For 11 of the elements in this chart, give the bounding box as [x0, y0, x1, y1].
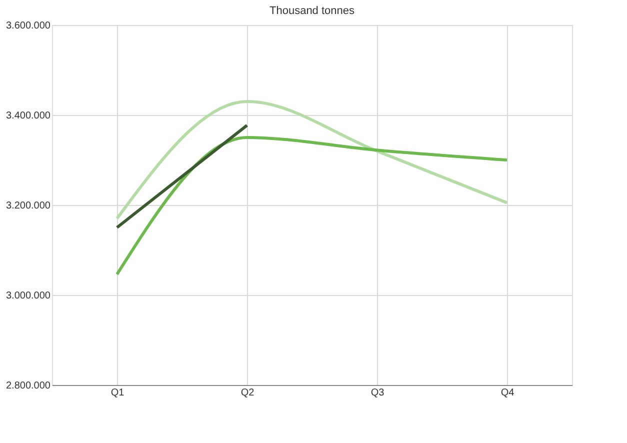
x-tick-label: Q4 [500, 388, 515, 398]
chart-title: Thousand tonnes [269, 5, 355, 17]
y-tick-label: 3.200.000 [6, 200, 51, 212]
y-tick-label: 3.400.000 [6, 110, 51, 122]
y-tick-label: 2.800.000 [6, 380, 51, 392]
y-tick-label: 3.000.000 [6, 290, 51, 302]
y-tick-label: 3.600.000 [6, 20, 51, 32]
x-tick-label: Q3 [370, 388, 385, 398]
x-tick-label: Q2 [240, 388, 255, 398]
line-series [116, 100, 508, 220]
x-tick-label: Q1 [110, 388, 125, 398]
